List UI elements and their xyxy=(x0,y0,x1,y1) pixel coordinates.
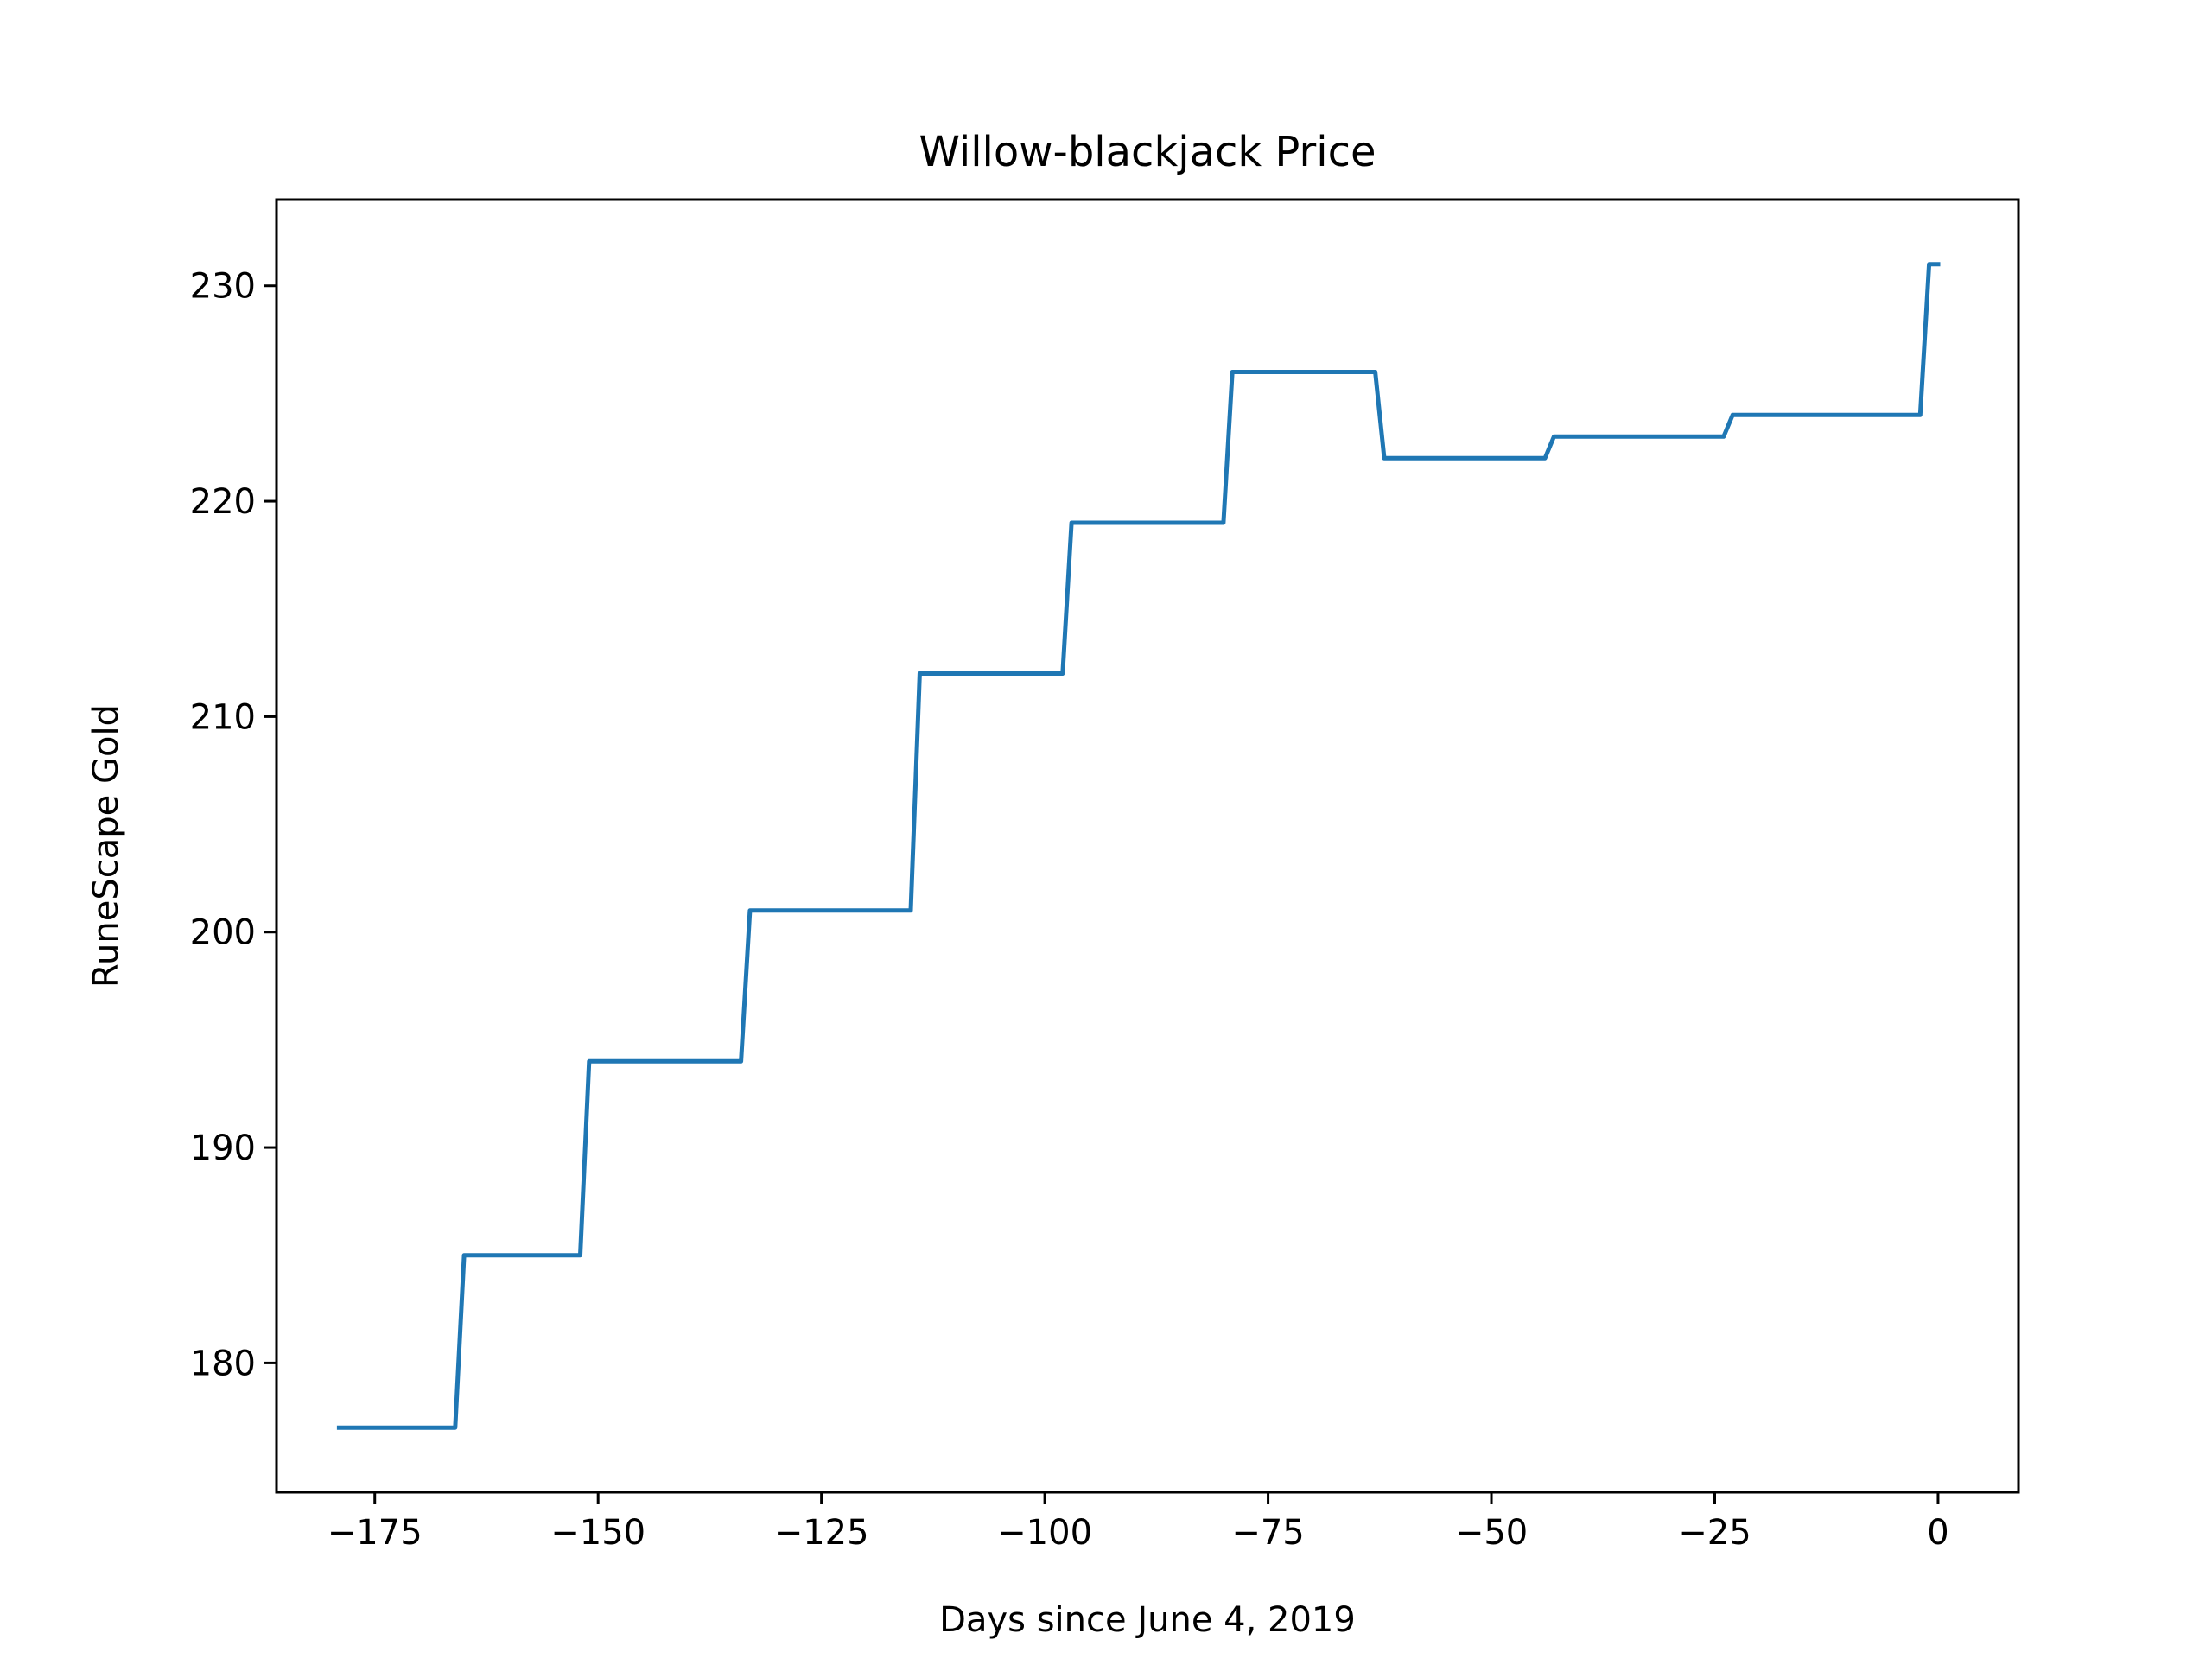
y-tick-label: 180 xyxy=(190,1344,256,1383)
x-tick-label: −175 xyxy=(327,1513,423,1553)
x-tick-label: −150 xyxy=(550,1513,645,1553)
plot-area xyxy=(336,262,1941,1430)
y-tick-label: 210 xyxy=(190,697,256,737)
y-axis: 180 190 200 210 220 230 xyxy=(190,267,276,1383)
y-tick-label: 190 xyxy=(190,1128,256,1168)
x-tick-label: −50 xyxy=(1455,1513,1528,1553)
x-tick-label: −75 xyxy=(1231,1513,1304,1553)
y-tick-label: 220 xyxy=(190,482,256,522)
y-tick-label: 230 xyxy=(190,267,256,307)
y-axis-label: RuneScape Gold xyxy=(86,704,126,988)
chart-title: Willow-blackjack Price xyxy=(918,128,1376,176)
x-tick-label: −25 xyxy=(1678,1513,1751,1553)
x-tick-label: 0 xyxy=(1927,1513,1948,1553)
y-tick-label: 200 xyxy=(190,913,256,953)
axes-frame xyxy=(275,198,2020,1494)
x-axis: −175 −150 −125 −100 −75 −50 −25 0 xyxy=(327,1492,1949,1553)
x-axis-label: Days since June 4, 2019 xyxy=(939,1600,1356,1640)
x-tick-label: −100 xyxy=(997,1513,1092,1553)
series-line xyxy=(336,262,1941,1430)
x-tick-label: −125 xyxy=(774,1513,869,1553)
